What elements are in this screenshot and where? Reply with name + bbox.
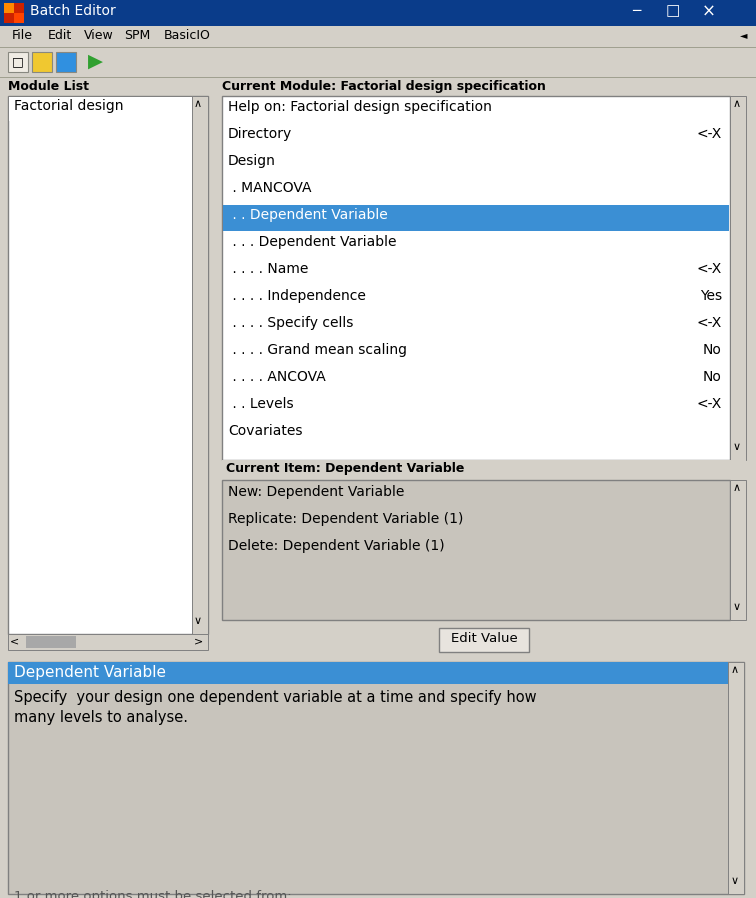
Bar xyxy=(222,480,730,620)
Text: . MANCOVA: . MANCOVA xyxy=(228,181,311,195)
Bar xyxy=(8,96,208,634)
Bar xyxy=(9,97,192,121)
Bar xyxy=(14,13,24,23)
Text: ∧: ∧ xyxy=(731,665,739,675)
Bar xyxy=(0,77,756,78)
Text: ∨: ∨ xyxy=(731,876,739,886)
Text: ×: × xyxy=(702,3,716,21)
Text: . . . . Name: . . . . Name xyxy=(228,262,308,276)
Text: □: □ xyxy=(12,55,23,68)
Bar xyxy=(8,662,728,684)
Bar xyxy=(8,662,744,894)
Bar xyxy=(223,205,729,231)
Text: . . . Dependent Variable: . . . Dependent Variable xyxy=(228,235,396,249)
Text: <-X: <-X xyxy=(697,316,722,330)
Bar xyxy=(56,52,76,72)
Text: Factorial design: Factorial design xyxy=(14,99,123,113)
Bar xyxy=(8,52,28,72)
Text: ▶: ▶ xyxy=(88,52,103,71)
Bar xyxy=(4,3,24,23)
Bar xyxy=(26,636,76,648)
Text: SPM: SPM xyxy=(124,29,150,42)
Text: Module List: Module List xyxy=(8,80,89,93)
Bar xyxy=(222,96,730,460)
Text: Delete: Dependent Variable (1): Delete: Dependent Variable (1) xyxy=(228,539,445,553)
Text: Dependent Variable: Dependent Variable xyxy=(14,665,166,680)
Bar xyxy=(730,480,746,620)
Text: >: > xyxy=(194,636,203,646)
Text: File: File xyxy=(12,29,33,42)
Text: BasicIO: BasicIO xyxy=(164,29,211,42)
Bar xyxy=(222,460,746,480)
Text: Directory: Directory xyxy=(228,127,293,141)
Text: <: < xyxy=(10,636,19,646)
Text: . . . . Grand mean scaling: . . . . Grand mean scaling xyxy=(228,343,407,357)
Bar xyxy=(0,0,756,26)
Bar xyxy=(8,634,208,650)
Bar xyxy=(0,26,756,48)
Text: <-X: <-X xyxy=(697,127,722,141)
Text: ∧: ∧ xyxy=(733,99,741,109)
Text: . . . . Independence: . . . . Independence xyxy=(228,289,366,303)
Text: . . . . ANCOVA: . . . . ANCOVA xyxy=(228,370,326,384)
Text: Help on: Factorial design specification: Help on: Factorial design specification xyxy=(228,100,492,114)
Text: Edit Value: Edit Value xyxy=(451,632,517,645)
Text: ∨: ∨ xyxy=(733,442,741,452)
Bar xyxy=(439,628,529,652)
Text: ◄: ◄ xyxy=(740,30,748,40)
Text: <-X: <-X xyxy=(697,262,722,276)
Text: New: Dependent Variable: New: Dependent Variable xyxy=(228,485,404,499)
Text: many levels to analyse.: many levels to analyse. xyxy=(14,710,188,725)
Text: ∨: ∨ xyxy=(733,602,741,612)
Text: <-X: <-X xyxy=(697,397,722,411)
Bar xyxy=(728,662,744,894)
Text: □: □ xyxy=(666,3,680,18)
Text: Yes: Yes xyxy=(700,289,722,303)
Text: Replicate: Dependent Variable (1): Replicate: Dependent Variable (1) xyxy=(228,512,463,526)
Bar xyxy=(192,96,208,634)
Text: Current Module: Factorial design specification: Current Module: Factorial design specifi… xyxy=(222,80,546,93)
Text: 1 or more options must be selected from:: 1 or more options must be selected from: xyxy=(14,890,292,898)
Text: . . . . Specify cells: . . . . Specify cells xyxy=(228,316,353,330)
Text: Edit: Edit xyxy=(48,29,73,42)
Text: Covariates: Covariates xyxy=(228,424,302,438)
Text: ∨: ∨ xyxy=(194,616,202,626)
Text: . . Dependent Variable: . . Dependent Variable xyxy=(228,208,388,222)
Text: No: No xyxy=(703,343,722,357)
Text: ∧: ∧ xyxy=(194,99,202,109)
Text: ∧: ∧ xyxy=(733,483,741,493)
Bar xyxy=(0,47,756,48)
Text: . . Levels: . . Levels xyxy=(228,397,293,411)
Bar xyxy=(4,3,14,13)
Bar xyxy=(32,52,52,72)
Text: Design: Design xyxy=(228,154,276,168)
Text: Current Item: Dependent Variable: Current Item: Dependent Variable xyxy=(226,462,464,475)
Bar xyxy=(0,48,756,78)
Text: Batch Editor: Batch Editor xyxy=(30,4,116,18)
Bar xyxy=(730,96,746,460)
Text: No: No xyxy=(703,370,722,384)
Text: Specify  your design one dependent variable at a time and specify how: Specify your design one dependent variab… xyxy=(14,690,537,705)
Text: View: View xyxy=(84,29,113,42)
Bar xyxy=(4,13,14,23)
Text: ─: ─ xyxy=(632,4,640,18)
